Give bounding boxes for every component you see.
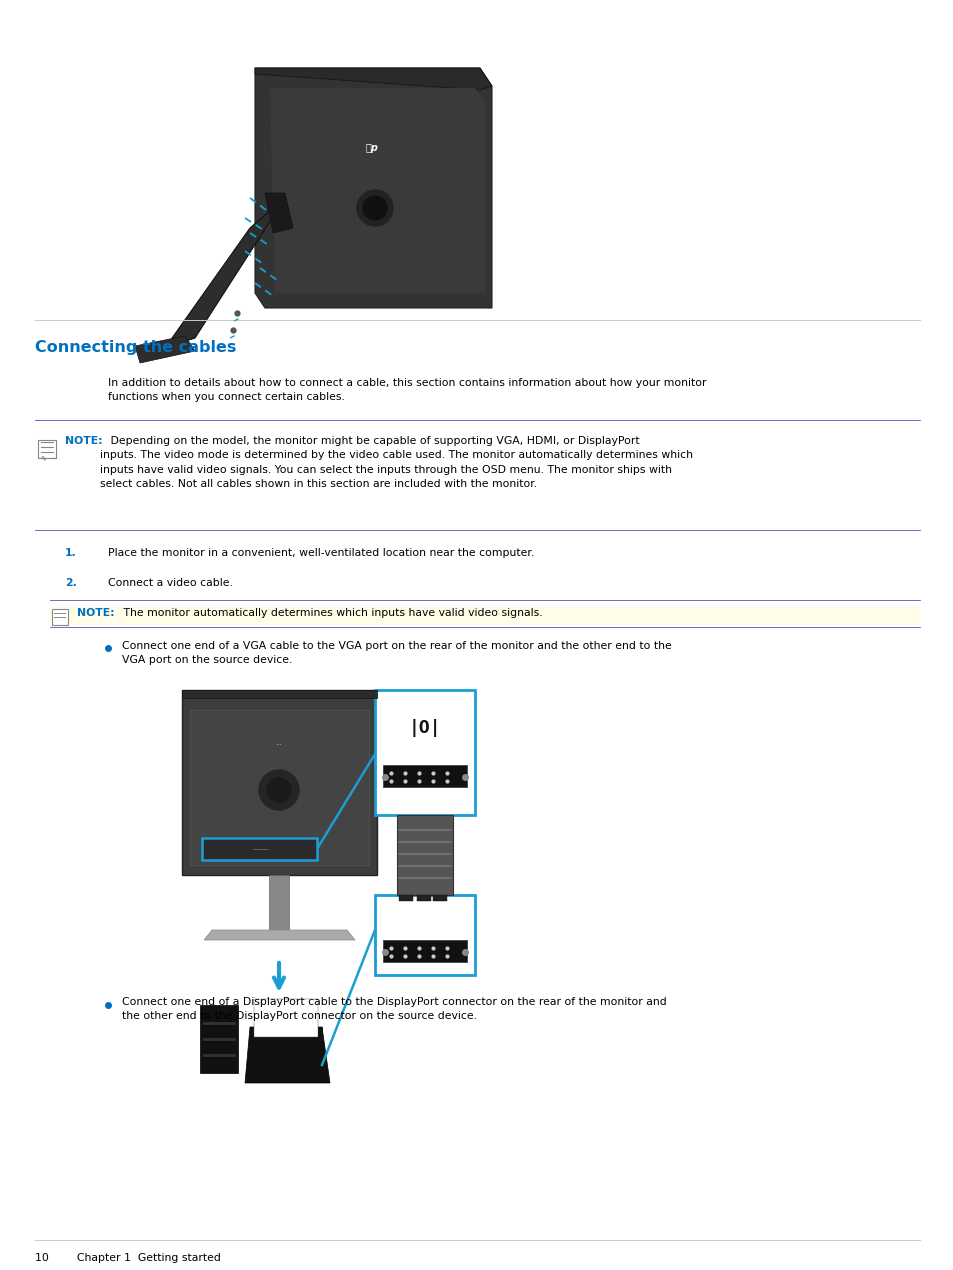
Polygon shape <box>245 1027 330 1083</box>
Text: NOTE:: NOTE: <box>77 608 114 618</box>
Bar <box>269 875 289 930</box>
Text: NOTE:: NOTE: <box>65 436 103 446</box>
Text: 10        Chapter 1  Getting started: 10 Chapter 1 Getting started <box>35 1253 221 1262</box>
Bar <box>416 895 431 900</box>
Text: ···: ··· <box>275 742 282 748</box>
Text: The monitor automatically determines which inputs have valid video signals.: The monitor automatically determines whi… <box>112 608 542 618</box>
Text: ─────: ───── <box>252 847 268 852</box>
Bar <box>202 838 316 860</box>
Polygon shape <box>135 337 194 363</box>
Circle shape <box>267 779 291 801</box>
FancyBboxPatch shape <box>38 439 56 458</box>
Text: In addition to details about how to connect a cable, this section contains infor: In addition to details about how to conn… <box>108 378 706 403</box>
Bar <box>382 940 467 961</box>
Text: 1.: 1. <box>65 547 76 558</box>
Circle shape <box>356 190 393 226</box>
Text: Depending on the model, the monitor might be capable of supporting VGA, HDMI, or: Depending on the model, the monitor migh… <box>100 436 692 489</box>
FancyBboxPatch shape <box>52 610 68 625</box>
Bar <box>396 815 453 895</box>
Polygon shape <box>254 69 492 90</box>
Bar <box>200 1005 237 1073</box>
Bar <box>382 765 467 787</box>
Bar <box>375 690 475 815</box>
Polygon shape <box>254 69 492 309</box>
Bar <box>50 607 919 625</box>
Text: Connecting the cables: Connecting the cables <box>35 340 236 356</box>
Text: Connect a video cable.: Connect a video cable. <box>108 578 233 588</box>
Text: Place the monitor in a convenient, well-ventilated location near the computer.: Place the monitor in a convenient, well-… <box>108 547 534 558</box>
Bar <box>182 690 376 875</box>
Text: |O|: |O| <box>408 719 441 737</box>
Bar <box>182 690 376 698</box>
Text: ⟋p: ⟋p <box>365 144 378 152</box>
Polygon shape <box>270 88 484 293</box>
Bar <box>398 895 413 900</box>
Text: 2.: 2. <box>65 578 77 588</box>
Circle shape <box>363 196 387 220</box>
Text: Connect one end of a VGA cable to the VGA port on the rear of the monitor and th: Connect one end of a VGA cable to the VG… <box>122 641 671 665</box>
Bar <box>433 895 447 900</box>
Bar <box>253 999 317 1038</box>
Bar <box>375 895 475 975</box>
Text: Connect one end of a DisplayPort cable to the DisplayPort connector on the rear : Connect one end of a DisplayPort cable t… <box>122 997 666 1021</box>
Polygon shape <box>204 930 355 940</box>
Polygon shape <box>265 193 293 232</box>
Polygon shape <box>250 1027 322 1073</box>
Polygon shape <box>190 710 369 865</box>
Polygon shape <box>165 198 285 348</box>
Circle shape <box>258 770 298 810</box>
Text: ✎: ✎ <box>40 455 46 461</box>
